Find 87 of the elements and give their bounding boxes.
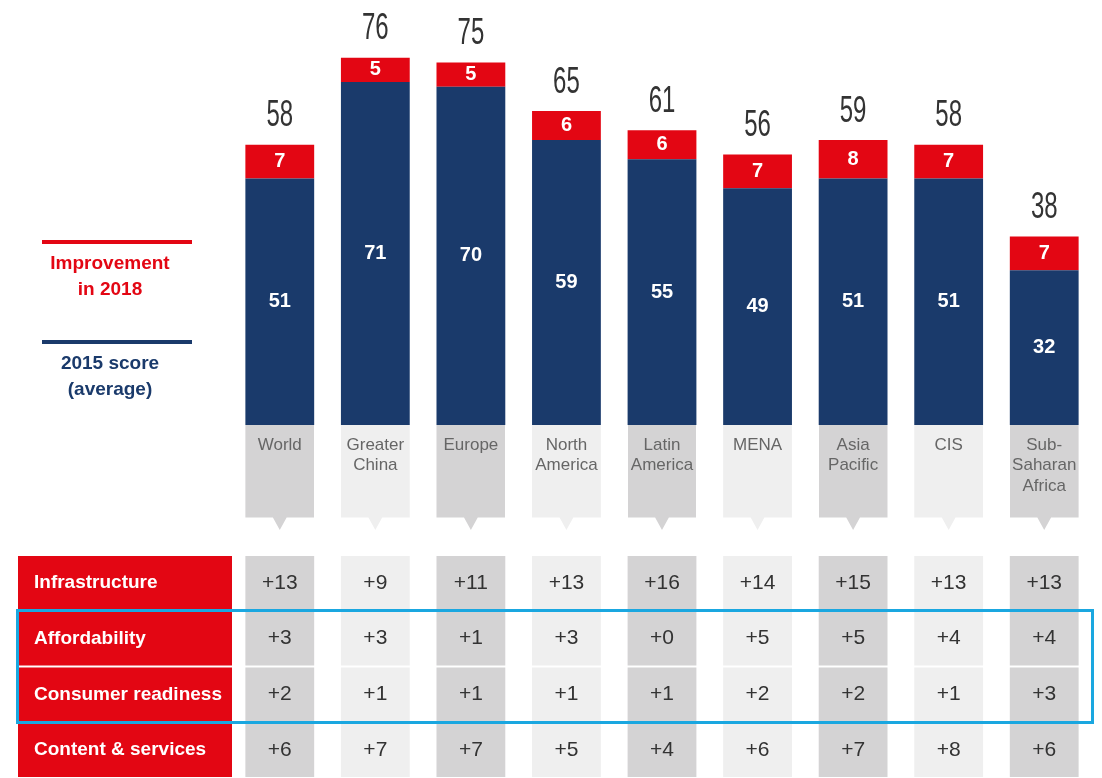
data-label: +2 bbox=[267, 681, 292, 705]
bar bbox=[436, 62, 506, 87]
y-tick-label: Infrastructure bbox=[34, 571, 158, 593]
data-label: 5 bbox=[369, 57, 381, 80]
data-label: +13 bbox=[548, 569, 585, 593]
x-tick-label: Greater China bbox=[346, 434, 405, 475]
x-tick-label: Asia Pacific bbox=[828, 434, 879, 475]
data-label: +2 bbox=[745, 681, 770, 705]
data-label: +1 bbox=[936, 681, 961, 705]
data-label: 51 bbox=[268, 289, 291, 312]
total-label: 58 bbox=[935, 93, 963, 135]
total-label: 38 bbox=[1030, 185, 1058, 227]
total-label: 61 bbox=[648, 78, 676, 121]
data-label: 7 bbox=[943, 149, 955, 172]
data-label: +6 bbox=[267, 736, 292, 760]
data-label: 6 bbox=[656, 132, 668, 155]
data-label: +7 bbox=[841, 736, 866, 760]
data-label: +4 bbox=[1032, 625, 1057, 649]
data-label: +5 bbox=[554, 736, 579, 760]
data-label: 7 bbox=[1038, 240, 1050, 263]
data-label: +14 bbox=[739, 569, 776, 593]
data-label: 7 bbox=[274, 149, 286, 172]
data-label: +13 bbox=[930, 569, 967, 593]
bar bbox=[914, 144, 984, 179]
data-label: +4 bbox=[650, 736, 675, 760]
x-tick-label: World bbox=[257, 434, 302, 454]
data-label: +4 bbox=[936, 625, 961, 649]
data-label: +13 bbox=[1026, 569, 1063, 593]
data-label: 8 bbox=[847, 146, 859, 169]
y-tick-label: Consumer readiness bbox=[34, 682, 222, 704]
x-tick-label: Sub-Saharan Africa bbox=[1012, 434, 1077, 495]
text: 2015 score (average) bbox=[60, 351, 160, 399]
bar bbox=[723, 154, 792, 189]
data-label: 32 bbox=[1033, 335, 1056, 358]
data-label: +8 bbox=[936, 736, 961, 760]
data-label: +9 bbox=[363, 569, 388, 593]
data-label: +13 bbox=[261, 569, 298, 593]
total-label: 76 bbox=[361, 6, 389, 48]
data-label: 71 bbox=[364, 240, 387, 263]
total-label: 75 bbox=[457, 11, 485, 53]
total-label: 65 bbox=[553, 59, 580, 101]
bar bbox=[818, 139, 888, 179]
x-tick-label: Europe bbox=[443, 434, 499, 454]
text: Improvement in 2018 bbox=[50, 251, 171, 299]
data-label: 70 bbox=[459, 243, 483, 266]
data-label: +3 bbox=[1032, 681, 1057, 705]
data-label: +1 bbox=[458, 681, 483, 705]
bar bbox=[627, 130, 697, 160]
total-label: 58 bbox=[266, 93, 294, 135]
data-label: +5 bbox=[745, 625, 770, 649]
data-label: +3 bbox=[363, 625, 388, 649]
data-label: 49 bbox=[746, 294, 769, 317]
data-label: +3 bbox=[267, 625, 292, 649]
data-label: +6 bbox=[1032, 736, 1057, 760]
total-label: 59 bbox=[839, 88, 867, 130]
data-label: +1 bbox=[458, 625, 483, 649]
data-label: +5 bbox=[841, 625, 866, 649]
data-label: +16 bbox=[644, 569, 680, 593]
data-label: 5 bbox=[465, 62, 477, 85]
bar bbox=[245, 144, 315, 179]
data-label: +1 bbox=[554, 681, 579, 705]
data-label: +6 bbox=[745, 736, 770, 760]
data-label: +3 bbox=[554, 625, 579, 649]
data-label: +1 bbox=[650, 681, 674, 705]
data-label: 51 bbox=[841, 289, 865, 312]
y-tick-label: Affordability bbox=[34, 626, 147, 648]
data-label: +11 bbox=[453, 569, 488, 593]
bar bbox=[1009, 236, 1079, 271]
data-label: +2 bbox=[841, 681, 866, 705]
data-label: +0 bbox=[650, 625, 674, 649]
bar bbox=[340, 57, 410, 82]
x-tick-label: MENA bbox=[732, 434, 783, 454]
data-label: +15 bbox=[835, 569, 871, 593]
data-label: 7 bbox=[751, 158, 764, 181]
x-tick-label: Latin America bbox=[630, 434, 694, 475]
bar bbox=[532, 110, 601, 140]
data-label: +7 bbox=[458, 736, 483, 760]
data-label: 59 bbox=[555, 269, 578, 292]
x-tick-label: North America bbox=[535, 434, 599, 475]
data-label: 6 bbox=[560, 112, 573, 135]
data-label: 55 bbox=[650, 279, 674, 302]
data-label: 51 bbox=[937, 289, 960, 312]
x-tick-label: CIS bbox=[934, 434, 963, 454]
data-label: +1 bbox=[363, 681, 388, 705]
y-tick-label: Content & services bbox=[34, 738, 207, 760]
data-label: +7 bbox=[363, 736, 388, 760]
total-label: 56 bbox=[744, 102, 771, 145]
